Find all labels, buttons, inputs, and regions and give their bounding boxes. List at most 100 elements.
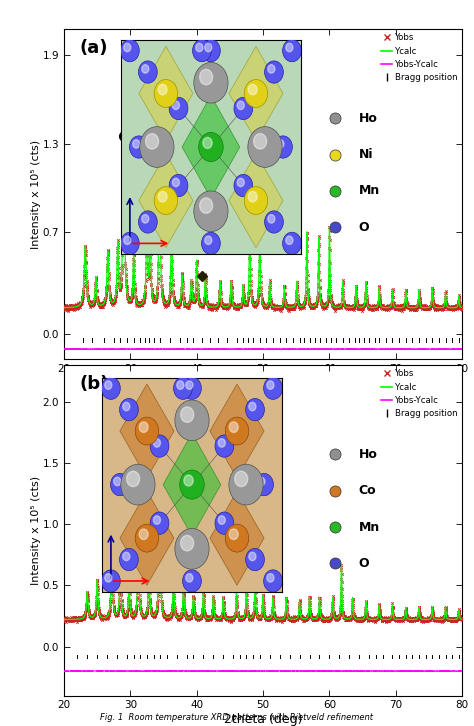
Circle shape [119, 548, 138, 571]
Circle shape [201, 39, 220, 62]
Y-axis label: Intensity x 10⁵ (cts): Intensity x 10⁵ (cts) [31, 476, 41, 585]
Circle shape [135, 417, 159, 445]
Circle shape [244, 187, 268, 214]
Circle shape [135, 524, 159, 552]
Circle shape [192, 39, 211, 62]
Circle shape [186, 381, 193, 389]
Circle shape [133, 139, 140, 148]
Circle shape [249, 552, 256, 560]
Circle shape [101, 377, 120, 399]
Circle shape [244, 80, 268, 107]
Circle shape [184, 475, 193, 486]
Polygon shape [139, 46, 193, 141]
Circle shape [268, 65, 275, 73]
Circle shape [199, 132, 223, 162]
Circle shape [127, 471, 140, 486]
X-axis label: 2theta (deg): 2theta (deg) [224, 377, 302, 390]
Circle shape [150, 435, 169, 457]
Circle shape [138, 211, 157, 233]
Circle shape [158, 84, 167, 95]
Y-axis label: Intensity x 10⁵ (cts): Intensity x 10⁵ (cts) [31, 139, 41, 249]
Circle shape [181, 407, 194, 423]
Polygon shape [139, 153, 193, 248]
Circle shape [246, 548, 264, 571]
Circle shape [129, 136, 148, 158]
Circle shape [225, 524, 249, 552]
Circle shape [124, 236, 131, 245]
Circle shape [196, 44, 203, 52]
Circle shape [138, 61, 157, 83]
Circle shape [203, 137, 212, 149]
Circle shape [120, 39, 139, 62]
Circle shape [248, 84, 257, 95]
Circle shape [154, 439, 161, 447]
Circle shape [225, 417, 249, 445]
Polygon shape [120, 384, 174, 478]
Circle shape [215, 512, 234, 534]
Circle shape [237, 101, 244, 110]
Circle shape [173, 101, 180, 110]
Circle shape [267, 381, 274, 389]
Circle shape [124, 44, 131, 52]
Circle shape [154, 515, 161, 524]
Circle shape [169, 97, 188, 120]
Circle shape [150, 512, 169, 534]
Circle shape [229, 422, 238, 433]
Legend: Yobs, Ycalc, Yobs-Ycalc, Bragg position: Yobs, Ycalc, Yobs-Ycalc, Bragg position [382, 370, 458, 418]
Circle shape [229, 464, 263, 505]
Text: Ni: Ni [359, 148, 373, 161]
Text: O: O [359, 557, 369, 570]
Text: Mn: Mn [359, 184, 380, 197]
Circle shape [140, 126, 174, 168]
Polygon shape [163, 433, 221, 536]
Polygon shape [229, 153, 283, 248]
Polygon shape [229, 46, 283, 141]
Circle shape [218, 439, 225, 447]
Circle shape [200, 198, 213, 213]
Circle shape [254, 134, 267, 149]
Circle shape [249, 402, 256, 411]
Circle shape [273, 136, 292, 158]
Circle shape [194, 62, 228, 103]
Circle shape [246, 399, 264, 421]
Circle shape [200, 70, 213, 85]
Circle shape [142, 215, 149, 223]
Text: Mn: Mn [359, 521, 380, 534]
Circle shape [268, 215, 275, 223]
Circle shape [205, 236, 212, 245]
Polygon shape [120, 491, 174, 585]
Legend: Yobs, Ycalc, Yobs-Ycalc, Bragg position: Yobs, Ycalc, Yobs-Ycalc, Bragg position [382, 33, 458, 82]
Circle shape [186, 574, 193, 582]
Circle shape [234, 97, 253, 120]
Circle shape [194, 191, 228, 232]
Text: Co: Co [359, 484, 376, 497]
Polygon shape [182, 96, 240, 198]
Circle shape [201, 232, 220, 255]
Text: Fig. 1  Room temperature XRD patterns with Rietveld refinement: Fig. 1 Room temperature XRD patterns wit… [100, 714, 374, 722]
Circle shape [119, 399, 138, 421]
Circle shape [169, 174, 188, 197]
Text: (a): (a) [80, 39, 109, 57]
Circle shape [277, 139, 284, 148]
Circle shape [123, 402, 130, 411]
Circle shape [181, 536, 194, 551]
Circle shape [182, 570, 201, 592]
Circle shape [234, 174, 253, 197]
Circle shape [258, 477, 265, 486]
Circle shape [235, 471, 248, 486]
Circle shape [114, 477, 121, 486]
Circle shape [267, 574, 274, 582]
Circle shape [121, 464, 155, 505]
Circle shape [286, 236, 293, 245]
Text: Ho: Ho [359, 448, 377, 461]
Text: O: O [359, 221, 369, 234]
Circle shape [264, 61, 283, 83]
Circle shape [218, 515, 225, 524]
Circle shape [248, 126, 282, 168]
Circle shape [120, 232, 139, 255]
Circle shape [123, 552, 130, 560]
Circle shape [154, 187, 178, 214]
Circle shape [173, 178, 180, 187]
Circle shape [286, 44, 293, 52]
Circle shape [175, 400, 209, 441]
